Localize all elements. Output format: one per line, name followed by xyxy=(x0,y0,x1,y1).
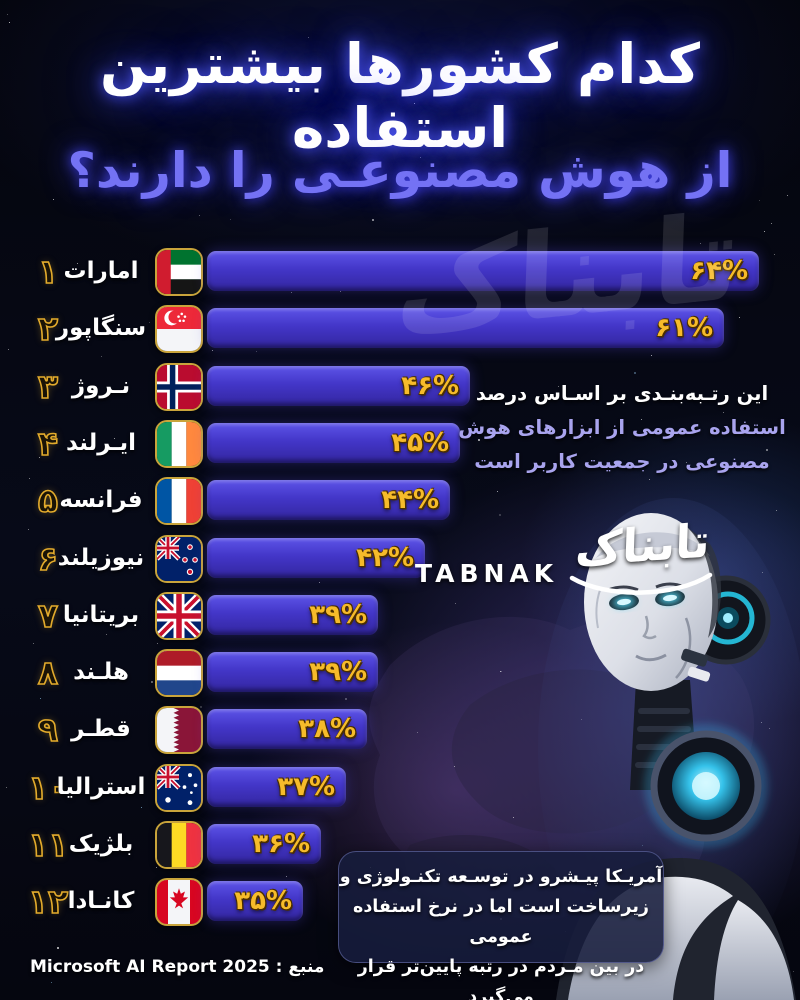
usage-value-label: ۳۶% xyxy=(252,829,310,859)
netherlands-flag-icon xyxy=(155,649,203,697)
country-label: استرالیا xyxy=(56,774,146,800)
usage-value-label: ۳۷% xyxy=(277,772,335,802)
usage-value-label: ۳۸% xyxy=(298,714,356,744)
singapore-flag-icon xyxy=(155,305,203,353)
rank-number: ۶ xyxy=(37,538,59,579)
ireland-flag-icon xyxy=(155,420,203,468)
ranking-row-12: ۱۲ کانـادا ۳۵% xyxy=(0,878,800,926)
ranking-row-9: ۹ قطـر ۳۸% xyxy=(0,706,800,754)
usage-bar: ۴۶% xyxy=(207,366,470,406)
rank-number: ۵ xyxy=(37,480,59,521)
usage-bar: ۶۴% xyxy=(207,251,759,291)
poster-title-line1: کدام کشورها بیشترین استفاده xyxy=(100,32,700,160)
tabnak-logo-latin: TABNAK xyxy=(415,558,559,588)
country-label: نیوزیلند xyxy=(57,545,145,571)
usage-bar: ۳۸% xyxy=(207,709,367,749)
usage-bar: ۳۶% xyxy=(207,824,321,864)
tabnak-logo-persian-text: تابناک xyxy=(574,513,711,577)
ranking-row-2: ۲ سنگاپور ۶۱% xyxy=(0,305,800,353)
logo-swash-icon xyxy=(569,572,713,595)
ranking-row-6: ۶ نیوزیلند ۴۲% xyxy=(0,535,800,583)
usage-bar: ۳۷% xyxy=(207,767,346,807)
country-label: هلـند xyxy=(73,659,129,685)
country-label: بریتانیا xyxy=(62,602,140,628)
ranking-row-7: ۷ بریتانیا ۳۹% xyxy=(0,592,800,640)
country-label: قطـر xyxy=(71,716,131,742)
usage-value-label: ۶۱% xyxy=(655,313,713,343)
uae-flag-icon xyxy=(155,248,203,296)
ranking-row-3: ۳ نـروژ ۴۶% xyxy=(0,363,800,411)
country-label: امارات xyxy=(63,258,139,284)
poster-title-line2: از هوش مصنوعـی را دارند؟ xyxy=(67,142,733,199)
usage-bar: ۶۱% xyxy=(207,308,724,348)
new-zealand-flag-icon xyxy=(155,535,203,583)
usa-note-line2: زیرساخت است اما در نرخ استفاده عمومی xyxy=(352,897,649,947)
rank-number: ۱ xyxy=(37,251,59,292)
country-label: کانـادا xyxy=(67,888,135,914)
usage-value-label: ۴۵% xyxy=(391,428,449,458)
rank-number: ۱۰ xyxy=(27,767,69,808)
ranking-method-note-line2: استفاده عمومی از ابزارهای هوش xyxy=(458,416,786,439)
usa-note-line3: در بین مـردم در رتبه پایین‌تر قرار می‌گی… xyxy=(357,957,645,1000)
usage-bar: ۴۲% xyxy=(207,538,425,578)
country-label: فرانسه xyxy=(59,487,143,513)
norway-flag-icon xyxy=(155,363,203,411)
belgium-flag-icon xyxy=(155,821,203,869)
country-label: بلژیک xyxy=(68,831,134,857)
country-label: سنگاپور xyxy=(55,315,147,341)
rank-number: ۱۱ xyxy=(27,824,69,865)
usage-bar: ۳۹% xyxy=(207,595,378,635)
usage-value-label: ۴۲% xyxy=(356,543,414,573)
country-label: ایـرلند xyxy=(66,430,136,456)
canada-flag-icon xyxy=(155,878,203,926)
australia-flag-icon xyxy=(155,764,203,812)
tabnak-logo: TABNAK تابناک xyxy=(415,513,716,600)
usage-bar: ۳۹% xyxy=(207,652,378,692)
usage-value-label: ۴۴% xyxy=(381,485,439,515)
usage-bar: ۴۵% xyxy=(207,423,460,463)
rank-number: ۱۲ xyxy=(27,881,69,922)
country-label: نـروژ xyxy=(71,373,131,399)
usa-commentary-note: آمریـکا پیـشرو در توسـعه تکنـولوژی و زیر… xyxy=(338,851,664,1000)
ranking-method-note-line1: این رتـبه‌بنـدی بر اسـاس درصد xyxy=(475,382,769,405)
ranking-row-11: ۱۱ بلژیک ۳۶% xyxy=(0,821,800,869)
ranking-method-note: این رتـبه‌بنـدی بر اسـاس درصد استفاده عم… xyxy=(456,377,788,479)
ranking-row-4: ۴ ایـرلند ۴۵% xyxy=(0,420,800,468)
rank-number: ۴ xyxy=(37,423,59,464)
rank-number: ۸ xyxy=(37,652,59,693)
ranking-row-10: ۱۰ استرالیا ۳۷% xyxy=(0,764,800,812)
rank-number: ۳ xyxy=(37,366,59,407)
ranking-row-1: ۱ امارات ۶۴% xyxy=(0,248,800,296)
uk-flag-icon xyxy=(155,592,203,640)
tabnak-logo-persian: تابناک xyxy=(566,513,716,600)
rank-number: ۷ xyxy=(37,595,59,636)
ranking-method-note-line3: مصنوعی در جمعیت کاربر است xyxy=(474,450,770,473)
usage-bar: ۴۴% xyxy=(207,480,450,520)
source-citation: منبع : Microsoft AI Report 2025 xyxy=(30,957,325,977)
ranking-row-5: ۵ فرانسه ۴۴% xyxy=(0,477,800,525)
usage-value-label: ۳۹% xyxy=(309,600,367,630)
ranking-row-8: ۸ هلـند ۳۹% xyxy=(0,649,800,697)
rank-number: ۲ xyxy=(37,308,59,349)
usage-value-label: ۳۹% xyxy=(309,657,367,687)
usa-note-line1: آمریـکا پیـشرو در توسـعه تکنـولوژی و xyxy=(339,867,663,887)
qatar-flag-icon xyxy=(155,706,203,754)
usage-value-label: ۳۵% xyxy=(234,886,292,916)
usage-bar: ۳۵% xyxy=(207,881,303,921)
rank-number: ۹ xyxy=(37,709,59,750)
usage-value-label: ۶۴% xyxy=(690,256,748,286)
france-flag-icon xyxy=(155,477,203,525)
usage-value-label: ۴۶% xyxy=(401,371,459,401)
